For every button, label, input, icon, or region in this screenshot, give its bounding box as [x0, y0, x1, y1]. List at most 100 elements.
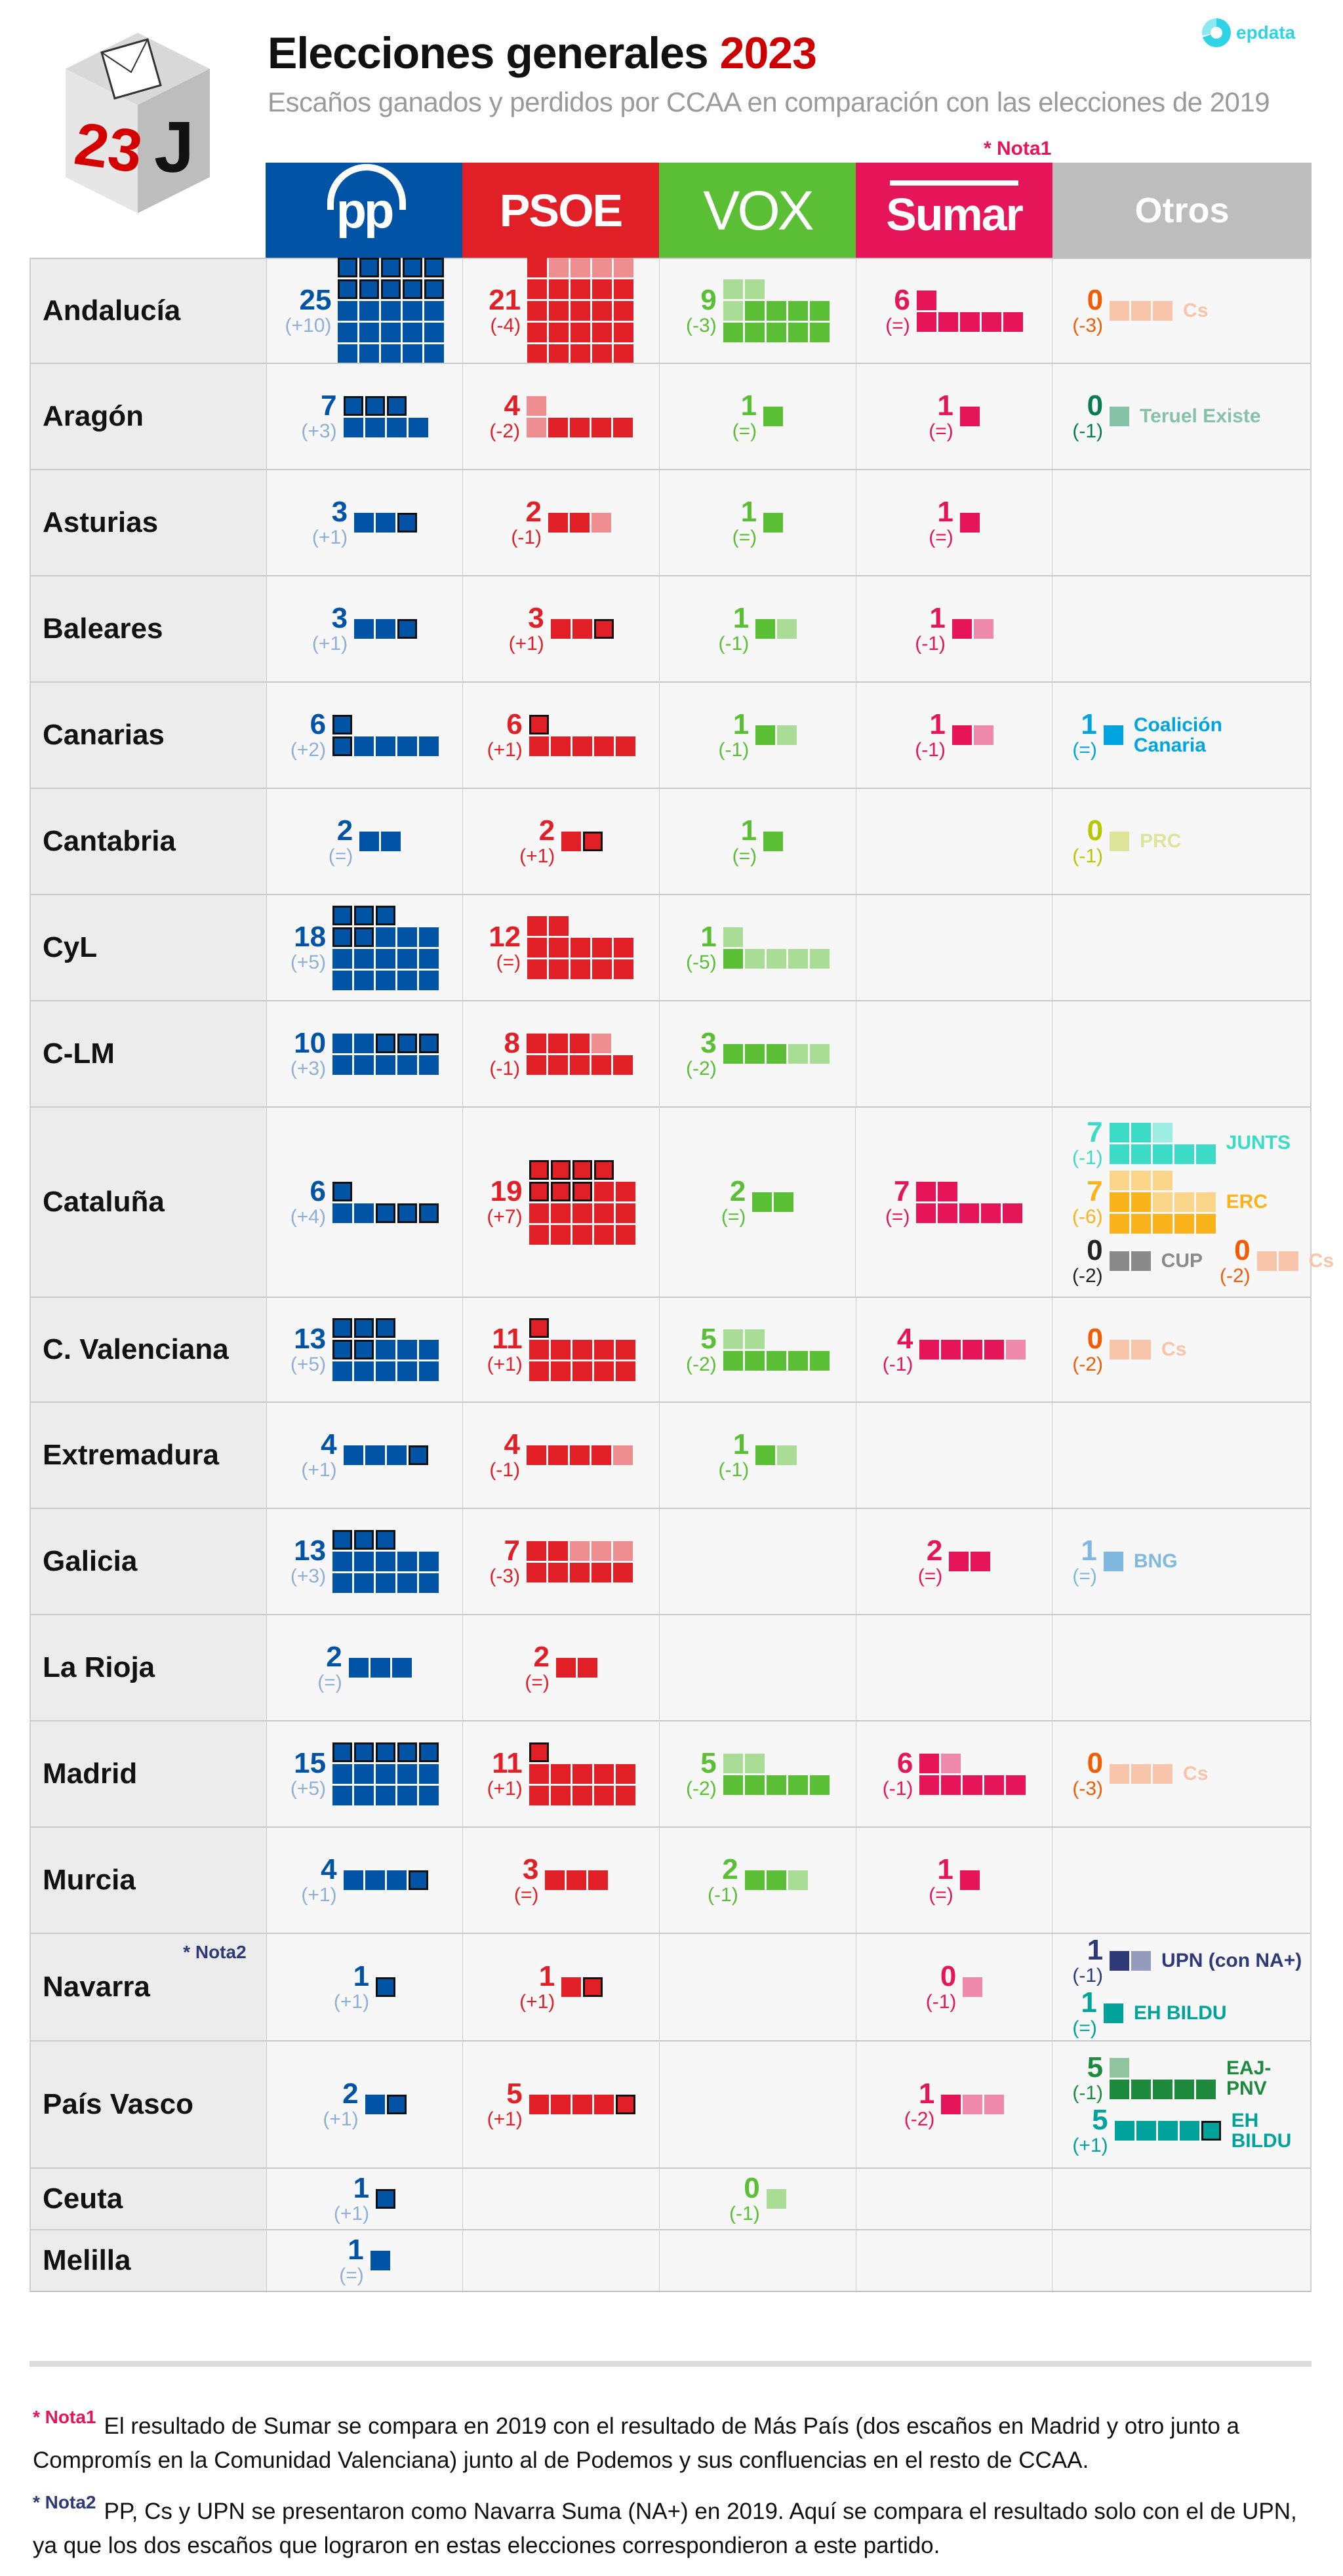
- cell-pp: 18 (+5): [266, 895, 464, 1000]
- cell-psoe: [463, 2230, 660, 2291]
- seat-square: [916, 1203, 936, 1223]
- result-numbers: 5 (+1): [1072, 2106, 1108, 2156]
- seat-change: (+1): [508, 633, 544, 654]
- seat-square: [981, 1203, 1001, 1223]
- cell-psoe: 11 (+1): [463, 1298, 660, 1401]
- region-name-cell: Galicia: [31, 1509, 267, 1614]
- seat-square: [763, 407, 784, 426]
- table-row: Cantabria 2 (=) 2 (+1) 1 (=) 0 (-1) PRC: [31, 788, 1311, 894]
- seat-grid: [1110, 301, 1173, 321]
- seat-square: [723, 323, 743, 342]
- seat-grid-row: [916, 290, 936, 310]
- seat-square: [571, 279, 591, 299]
- seat-square: [548, 1540, 568, 1561]
- gained-seat-square: [397, 1203, 417, 1223]
- lost-seat-square: [1109, 1251, 1129, 1271]
- seat-grid-row: [919, 1775, 1026, 1795]
- seat-square: [614, 301, 634, 321]
- gained-seat-square: [376, 1530, 396, 1550]
- cell-sumar: 1 (=): [856, 364, 1053, 469]
- result-numbers: 1 (=): [929, 392, 953, 441]
- seat-square: [527, 1562, 546, 1582]
- pp-logo-icon: PP: [327, 163, 406, 239]
- seat-square: [529, 1786, 549, 1805]
- party-result: 0 (-3) Cs: [1072, 1749, 1208, 1799]
- seat-square: [1006, 1775, 1026, 1795]
- seat-grid: [332, 1742, 439, 1805]
- gained-seat-square: [359, 258, 380, 277]
- result-numbers: 2 (-1): [708, 1855, 738, 1905]
- seat-square: [359, 323, 380, 342]
- seat-square: [614, 279, 634, 299]
- result-numbers: 1 (=): [732, 498, 757, 548]
- seat-square: [809, 1775, 830, 1795]
- seat-count: 0: [1234, 1234, 1251, 1266]
- cell-otros: 0 (-1) Teruel Existe: [1052, 364, 1311, 469]
- seat-change: (+4): [290, 1206, 326, 1228]
- party-result: 11 (+1): [487, 1742, 635, 1805]
- seat-count: 10: [294, 1027, 327, 1059]
- seat-grid-row: [763, 832, 784, 851]
- seat-square: [591, 417, 611, 437]
- region-name: Ceuta: [43, 2183, 123, 2215]
- seat-square: [354, 970, 374, 990]
- seat-grid-row: [1110, 832, 1130, 851]
- cell-vox: 5 (-2): [660, 1721, 856, 1826]
- cell-psoe: 4 (-2): [463, 364, 660, 469]
- seat-change: (+3): [301, 420, 337, 442]
- cell-otros: 7 (-1) JUNTS 7 (-6) ERC 0 (-2) CUP 0 (-2) Cs: [1052, 1108, 1334, 1297]
- seat-change: (=): [513, 1884, 539, 1906]
- gained-seat-square: [376, 1977, 396, 1997]
- cell-psoe: 2 (=): [463, 1615, 660, 1720]
- result-numbers: 0 (-3): [1072, 1749, 1103, 1799]
- party-result: 1 (=) BNG: [1072, 1537, 1177, 1586]
- seat-grid: [1256, 1251, 1298, 1271]
- seat-square: [593, 1764, 614, 1784]
- cell-pp: 2 (+1): [266, 2042, 464, 2167]
- seat-grid: [744, 1870, 808, 1890]
- seat-count: 0: [940, 1960, 957, 1992]
- result-numbers: 4 (+1): [301, 1855, 336, 1905]
- seat-square: [545, 1870, 565, 1890]
- seat-change: (+1): [487, 2108, 523, 2130]
- lost-seat-square: [766, 2189, 786, 2209]
- gained-seat-square: [529, 1159, 549, 1180]
- cell-pp: 13 (+5): [266, 1298, 464, 1401]
- party-name-label: Cs: [1161, 1338, 1187, 1361]
- seat-square: [359, 344, 380, 364]
- seat-square: [572, 1340, 592, 1359]
- table-row: Murcia 4 (+1) 3 (=) 2 (-1) 1 (=): [31, 1826, 1311, 1933]
- result-numbers: 7 (-3): [489, 1537, 520, 1586]
- seat-grid-row: [555, 1658, 597, 1678]
- seat-square: [419, 1552, 439, 1571]
- seat-square: [1131, 1214, 1151, 1234]
- party-result: 2 (=): [721, 1177, 794, 1227]
- seat-grid: [529, 1159, 635, 1245]
- seat-grid: [1103, 725, 1123, 745]
- seat-square: [766, 1350, 786, 1371]
- seat-change: (-1): [925, 1991, 957, 2013]
- party-result: 1 (-1): [915, 604, 993, 654]
- seat-square: [354, 736, 374, 756]
- seat-change: (+7): [487, 1206, 523, 1228]
- seat-square: [549, 323, 569, 342]
- seat-square: [529, 2095, 549, 2114]
- seat-count: 12: [489, 921, 521, 953]
- seat-grid: [755, 619, 797, 639]
- seat-square: [570, 1055, 590, 1075]
- region-name: Baleares: [43, 613, 163, 645]
- seat-square: [381, 301, 401, 321]
- seat-grid: [763, 407, 784, 426]
- seat-square: [1136, 2121, 1156, 2141]
- seat-square: [376, 736, 396, 756]
- seat-square: [1174, 1214, 1194, 1234]
- lost-seat-square: [1152, 1122, 1173, 1142]
- seat-change: (+5): [290, 1354, 327, 1375]
- seat-square: [527, 323, 548, 342]
- party-result: 1 (=): [929, 498, 980, 548]
- seat-square: [424, 344, 445, 364]
- seat-square: [529, 1224, 549, 1245]
- lost-seat-square: [777, 725, 797, 745]
- seat-grid-row: [338, 344, 445, 364]
- party-name-label: JUNTS: [1226, 1132, 1291, 1154]
